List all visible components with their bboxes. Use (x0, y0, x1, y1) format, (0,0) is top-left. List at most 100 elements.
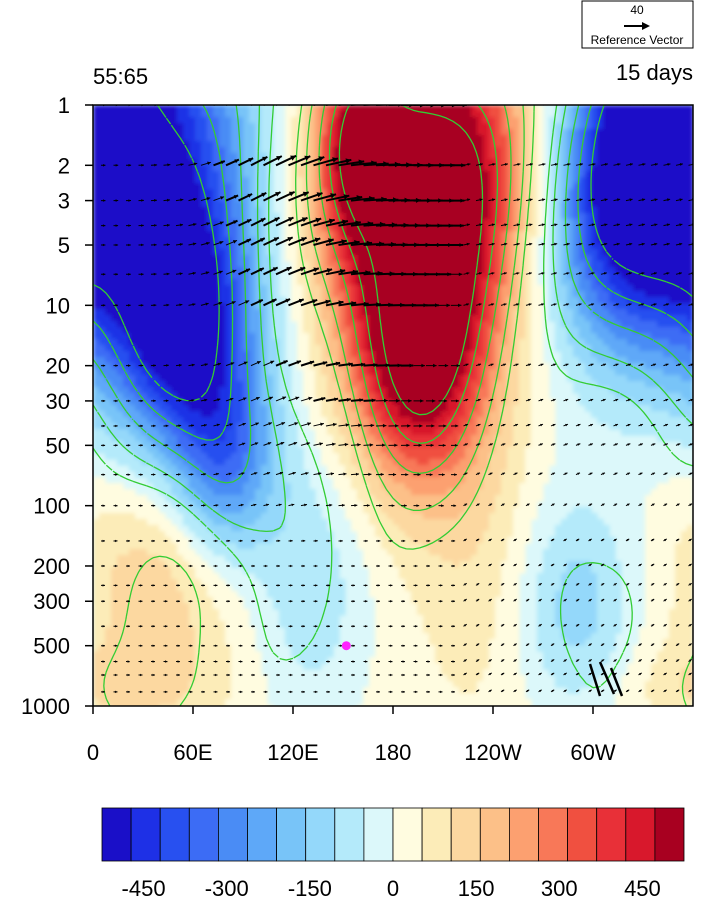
field-cell (273, 555, 280, 562)
field-cell (99, 129, 106, 136)
field-cell (333, 633, 340, 640)
field-cell (195, 471, 202, 478)
field-cell (219, 285, 226, 292)
field-cell (117, 279, 124, 286)
field-cell (279, 555, 286, 562)
field-cell (375, 459, 382, 466)
field-cell (111, 189, 118, 196)
field-cell (303, 225, 310, 232)
field-cell (399, 315, 406, 322)
field-cell (213, 405, 220, 412)
field-cell (123, 447, 130, 454)
field-cell (153, 357, 160, 364)
field-cell (225, 261, 232, 268)
field-cell (363, 369, 370, 376)
field-cell (291, 255, 298, 262)
field-cell (267, 135, 274, 142)
field-cell (147, 543, 154, 550)
field-cell (249, 375, 256, 382)
field-cell (135, 303, 142, 310)
field-cell (141, 189, 148, 196)
field-cell (285, 441, 292, 448)
field-cell (339, 447, 346, 454)
field-cell (195, 279, 202, 286)
field-cell (387, 381, 394, 388)
field-cell (111, 699, 118, 706)
field-cell (369, 225, 376, 232)
field-cell (159, 591, 166, 598)
field-cell (105, 579, 112, 586)
field-cell (117, 555, 124, 562)
field-cell (249, 219, 256, 226)
field-cell (333, 141, 340, 148)
field-cell (267, 207, 274, 214)
field-cell (165, 195, 172, 202)
field-cell (273, 441, 280, 448)
field-cell (207, 231, 214, 238)
field-cell (309, 165, 316, 172)
field-cell (213, 609, 220, 616)
field-cell (195, 567, 202, 574)
field-cell (201, 255, 208, 262)
field-cell (309, 345, 316, 352)
field-cell (183, 213, 190, 220)
field-cell (219, 165, 226, 172)
field-cell (141, 615, 148, 622)
field-cell (315, 345, 322, 352)
field-cell (411, 591, 418, 598)
field-cell (165, 207, 172, 214)
field-cell (243, 207, 250, 214)
field-cell (309, 141, 316, 148)
field-cell (159, 645, 166, 652)
field-cell (231, 243, 238, 250)
field-cell (363, 321, 370, 328)
field-cell (213, 495, 220, 502)
field-cell (123, 135, 130, 142)
field-cell (153, 633, 160, 640)
field-cell (159, 651, 166, 658)
field-cell (243, 561, 250, 568)
field-cell (231, 357, 238, 364)
field-cell (213, 417, 220, 424)
field-cell (393, 345, 400, 352)
field-cell (411, 429, 418, 436)
field-cell (99, 489, 106, 496)
field-cell (93, 405, 100, 412)
field-cell (135, 165, 142, 172)
field-cell (405, 123, 412, 130)
field-cell (237, 681, 244, 688)
field-cell (393, 681, 400, 688)
field-cell (135, 633, 142, 640)
field-cell (195, 585, 202, 592)
field-cell (159, 687, 166, 694)
field-cell (291, 201, 298, 208)
field-cell (363, 399, 370, 406)
field-cell (129, 273, 136, 280)
field-cell (261, 189, 268, 196)
field-cell (261, 303, 268, 310)
field-cell (195, 615, 202, 622)
field-cell (171, 375, 178, 382)
field-cell (147, 615, 154, 622)
field-cell (207, 243, 214, 250)
field-cell (279, 513, 286, 520)
field-cell (237, 513, 244, 520)
field-cell (177, 363, 184, 370)
field-cell (135, 543, 142, 550)
field-cell (93, 501, 100, 508)
field-cell (291, 417, 298, 424)
field-cell (387, 591, 394, 598)
field-cell (153, 387, 160, 394)
field-cell (387, 513, 394, 520)
field-cell (129, 411, 136, 418)
field-cell (273, 249, 280, 256)
field-cell (303, 279, 310, 286)
field-cell (243, 225, 250, 232)
field-cell (207, 603, 214, 610)
field-cell (225, 483, 232, 490)
field-cell (357, 183, 364, 190)
field-cell (285, 189, 292, 196)
field-cell (111, 675, 118, 682)
field-cell (147, 537, 154, 544)
field-cell (117, 237, 124, 244)
